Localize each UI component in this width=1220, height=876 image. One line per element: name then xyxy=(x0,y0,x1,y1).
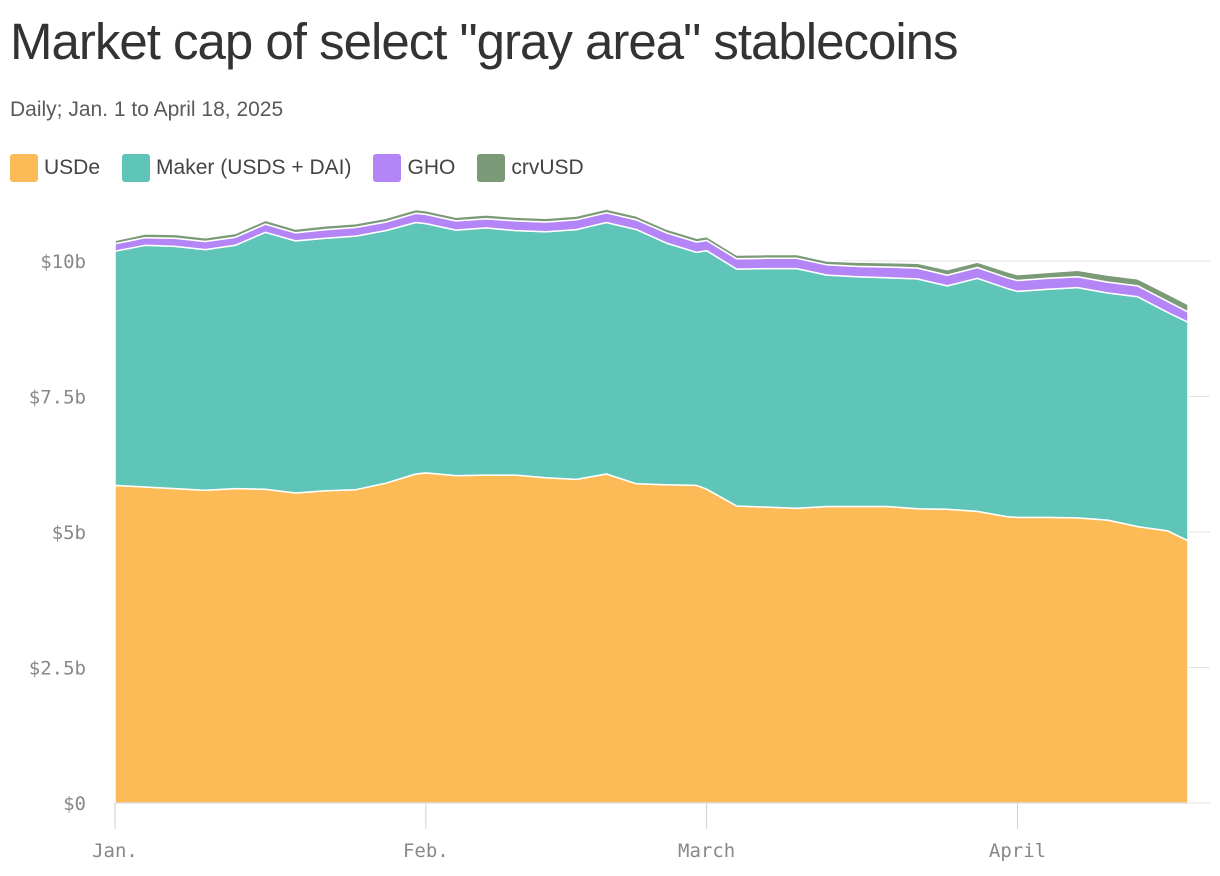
area-crvusd xyxy=(114,208,1189,313)
legend-item-maker: Maker (USDS + DAI) xyxy=(122,154,351,182)
legend: USDe Maker (USDS + DAI) GHO crvUSD xyxy=(10,153,606,183)
x-tick-label-jan: Jan. xyxy=(92,840,138,862)
legend-swatch-maker xyxy=(122,154,151,182)
y-tick-label-10b: $10b xyxy=(40,251,86,273)
y-tick-label-5b: $5b xyxy=(52,522,86,544)
chart-title: Market cap of select "gray area" stablec… xyxy=(10,13,959,70)
legend-swatch-usde xyxy=(10,154,38,182)
y-tick-label-2-5b: $2.5b xyxy=(29,658,86,680)
x-tick-label-march: March xyxy=(678,840,735,862)
x-tick-label-april: April xyxy=(989,840,1046,862)
area-usde xyxy=(114,472,1189,804)
legend-swatch-gho xyxy=(373,154,402,182)
y-tick-label-7-5b: $7.5b xyxy=(29,387,86,409)
y-tick-label-0: $0 xyxy=(63,793,86,815)
area-layer xyxy=(114,208,1189,804)
legend-label-maker: Maker (USDS + DAI) xyxy=(156,156,352,179)
legend-item-gho: GHO xyxy=(373,154,455,182)
x-tick-label-feb: Feb. xyxy=(403,840,449,862)
legend-item-usde: USDe xyxy=(10,154,100,182)
legend-label-gho: GHO xyxy=(407,156,456,179)
legend-swatch-crvusd xyxy=(477,154,506,182)
chart-subtitle: Daily; Jan. 1 to April 18, 2025 xyxy=(10,98,284,121)
legend-label-usde: USDe xyxy=(44,156,101,179)
legend-item-crvusd: crvUSD xyxy=(477,154,584,182)
legend-label-crvusd: crvUSD xyxy=(511,156,584,179)
axis-layer: $0 $2.5b $5b $7.5b $10b Jan. Feb. March April xyxy=(29,251,1188,862)
